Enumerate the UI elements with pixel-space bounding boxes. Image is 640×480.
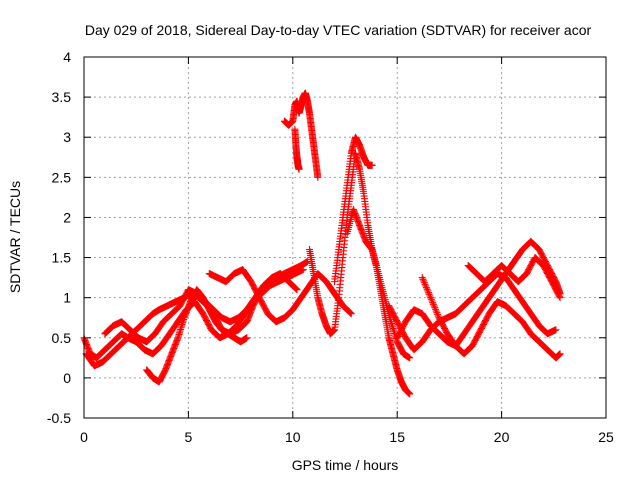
data-point xyxy=(418,274,426,282)
y-tick-label: 1.5 xyxy=(52,250,72,266)
y-tick-label: 1 xyxy=(63,290,71,306)
series-s14 xyxy=(464,254,564,302)
y-tick-label: 2.5 xyxy=(52,169,72,185)
data-point xyxy=(433,309,441,317)
x-tick-label: 20 xyxy=(494,429,510,445)
data-point xyxy=(406,390,414,398)
data-point xyxy=(555,292,563,300)
x-tick-label: 25 xyxy=(598,429,614,445)
data-point xyxy=(430,302,438,310)
data-point xyxy=(314,173,322,181)
y-tick-label: 0 xyxy=(63,370,71,386)
series-s7 xyxy=(291,125,303,173)
data-point xyxy=(427,295,435,303)
data-point xyxy=(556,350,564,358)
data-point xyxy=(419,275,427,283)
data-point xyxy=(299,266,307,274)
x-tick-label: 15 xyxy=(389,429,405,445)
data-point xyxy=(295,165,303,173)
y-axis-label: SDTVAR / TECUs xyxy=(7,181,23,293)
y-tick-label: 2 xyxy=(63,209,71,225)
y-tick-label: 3 xyxy=(63,129,71,145)
plot-frame xyxy=(83,56,607,419)
series-s3 xyxy=(101,270,301,346)
data-point xyxy=(424,287,432,295)
data-point xyxy=(426,292,434,300)
data-point xyxy=(429,300,437,308)
x-axis-label: GPS time / hours xyxy=(292,457,399,473)
data-point xyxy=(421,280,429,288)
data-point xyxy=(429,299,437,307)
data-point xyxy=(425,290,433,298)
series-s6 xyxy=(280,89,322,181)
data-point xyxy=(406,354,414,362)
series-s4 xyxy=(143,286,251,386)
x-tick-label: 10 xyxy=(285,429,301,445)
data-point xyxy=(292,285,300,293)
data-point xyxy=(427,294,435,302)
data-point xyxy=(347,310,355,318)
data-point xyxy=(420,277,428,285)
data-point xyxy=(434,310,442,318)
data-point xyxy=(422,282,430,290)
data-point xyxy=(368,161,376,169)
data-point xyxy=(293,286,301,294)
data-point xyxy=(431,305,439,313)
y-tick-label: -0.5 xyxy=(47,410,71,426)
y-tick-label: 0.5 xyxy=(52,330,72,346)
y-tick-labels: -0.5 0 0.5 1 1.5 2 2.5 3 3.5 4 xyxy=(47,49,71,426)
data-point xyxy=(423,285,431,293)
data-point xyxy=(243,334,251,342)
series-s9 xyxy=(331,133,376,286)
chart-title: Day 029 of 2018, Sidereal Day-to-day VTE… xyxy=(85,22,592,38)
y-tick-label: 4 xyxy=(63,49,71,65)
data-point xyxy=(346,308,354,316)
data-point xyxy=(434,312,442,320)
data-point xyxy=(428,297,436,305)
y-tick-label: 3.5 xyxy=(52,89,72,105)
series-s10 xyxy=(343,205,414,362)
x-tick-labels: 0 5 10 15 20 25 xyxy=(80,429,614,445)
x-tick-label: 0 xyxy=(80,429,88,445)
series-s13 xyxy=(418,274,564,362)
data-point xyxy=(556,294,564,302)
data-points xyxy=(80,89,564,398)
data-point xyxy=(431,304,439,312)
data-point xyxy=(432,307,440,315)
data-point xyxy=(292,284,300,292)
x-tick-label: 5 xyxy=(185,429,193,445)
data-point xyxy=(425,289,433,297)
data-point xyxy=(552,326,560,334)
data-point xyxy=(422,284,430,292)
data-point xyxy=(420,279,428,287)
series-s8 xyxy=(306,149,414,398)
data-point xyxy=(347,309,355,317)
